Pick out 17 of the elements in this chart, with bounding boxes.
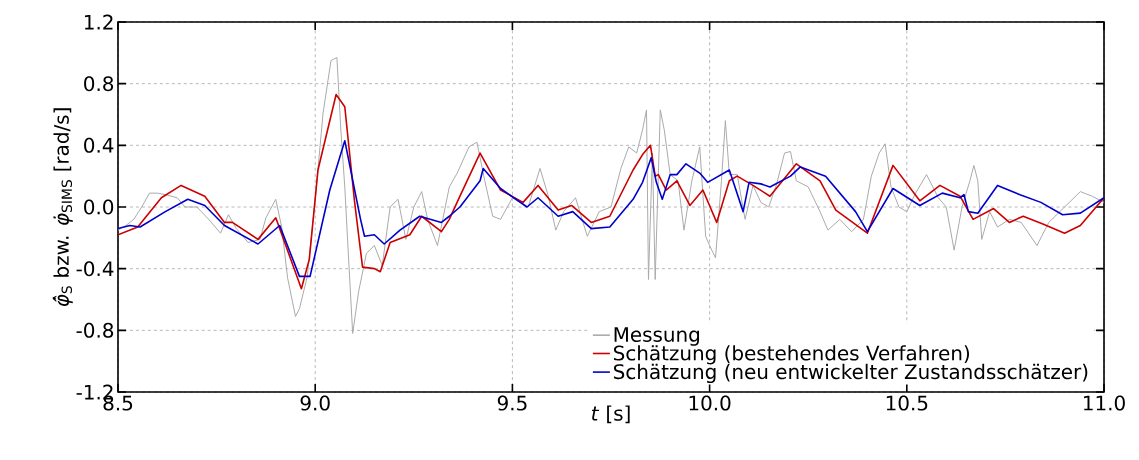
x-axis-title: t [s] [591, 405, 630, 424]
y-tick-label: 0.0 [84, 199, 114, 215]
x-tick-label: 11.0 [1084, 395, 1125, 411]
y-tick-label: 0.4 [84, 137, 114, 153]
y-tick-label: -0.4 [76, 261, 114, 277]
x-tick-label: 9.5 [497, 395, 527, 411]
legend-label: Schätzung (neu entwickelter Zustandsschätzer) [613, 363, 1088, 384]
legend-label: Messung [614, 327, 699, 346]
x-tick-label: 10.5 [886, 395, 928, 411]
y-tick-label: -0.8 [76, 322, 114, 338]
line-series [118, 139, 1105, 278]
y-axis-title: φ̂̇$_{S}$ bzw. φ̇$_{SIMS}$ [rad/s] [52, 108, 73, 307]
x-tick-label: 10.0 [689, 395, 731, 411]
x-tick-label: 9.0 [300, 395, 330, 411]
y-tick-label: 0.8 [84, 76, 114, 92]
line-series [118, 93, 1105, 290]
y-tick-label: 1.2 [84, 14, 113, 30]
